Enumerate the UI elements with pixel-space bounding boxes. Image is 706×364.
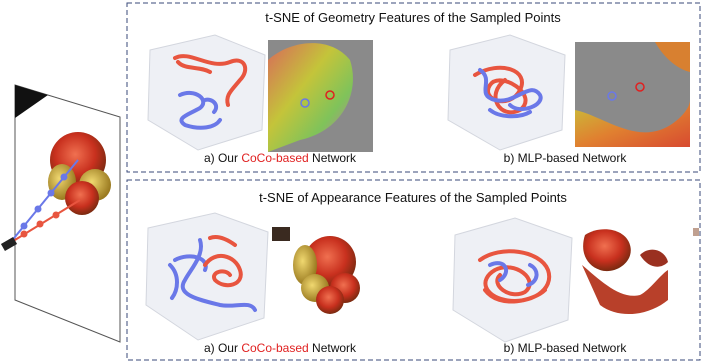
caption: b) MLP-based Network [504, 151, 628, 165]
camera-illustration [0, 84, 121, 343]
caption: a) Our CoCo-based Network [204, 151, 357, 165]
panel-frame [126, 2, 701, 173]
caption-highlight: CoCo-based [241, 151, 308, 165]
tsne-plot [447, 34, 566, 151]
feature-image [268, 40, 373, 152]
tsne-plot [147, 34, 266, 151]
panel-title: t-SNE of Geometry Features of the Sample… [265, 10, 561, 25]
caption-text: a) Our [204, 341, 241, 355]
tsne-plot [452, 217, 573, 343]
caption-text: Network [309, 341, 357, 355]
tsne-plot [145, 212, 269, 341]
caption-text: Network [309, 151, 357, 165]
panel-title: t-SNE of Appearance Features of the Samp… [259, 190, 567, 205]
caption: b) MLP-based Network [504, 341, 628, 355]
caption: a) Our CoCo-based Network [204, 341, 357, 355]
feature-image [575, 42, 690, 147]
caption-highlight: CoCo-based [241, 341, 308, 355]
rendered-image [272, 227, 360, 314]
panel-frame [126, 179, 701, 361]
rendered-image [582, 228, 699, 315]
caption-text: a) Our [204, 151, 241, 165]
